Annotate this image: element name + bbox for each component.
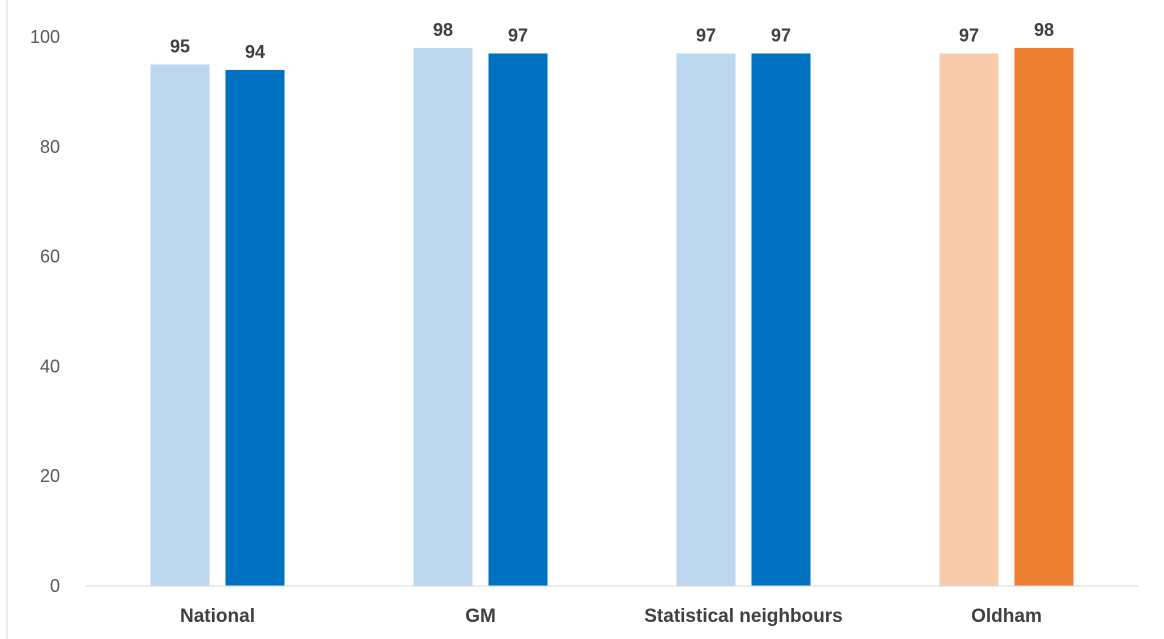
bar-national-2 (225, 69, 285, 586)
y-tick-label-80: 80 (40, 137, 60, 157)
y-tick-label-0: 0 (50, 576, 60, 596)
category-label-oldham: Oldham (971, 606, 1042, 627)
bar-oldham-1 (939, 53, 999, 587)
bar-statistical-neighbours-2 (751, 53, 811, 587)
data-label-gm-2: 97 (508, 25, 528, 45)
category-label-gm: GM (465, 606, 496, 627)
data-label-statistical-neighbours-1: 97 (696, 25, 716, 45)
y-tick-label-100: 100 (30, 27, 60, 47)
data-label-oldham-2: 98 (1034, 20, 1054, 40)
data-label-national-2: 94 (245, 42, 265, 62)
bar-oldham-2 (1014, 47, 1074, 587)
bar-gm-1 (413, 47, 473, 587)
y-tick-label-40: 40 (40, 356, 60, 376)
data-label-national-1: 95 (170, 36, 190, 56)
bar-gm-2 (488, 53, 548, 587)
data-label-gm-1: 98 (433, 20, 453, 40)
category-label-national: National (180, 606, 255, 627)
y-tick-label-60: 60 (40, 247, 60, 267)
bar-statistical-neighbours-1 (676, 53, 736, 587)
bar-national-1 (150, 64, 210, 586)
y-tick-label-20: 20 (40, 466, 60, 486)
category-label-statistical-neighbours: Statistical neighbours (644, 606, 842, 627)
data-label-statistical-neighbours-2: 97 (771, 25, 791, 45)
data-label-oldham-1: 97 (959, 25, 979, 45)
